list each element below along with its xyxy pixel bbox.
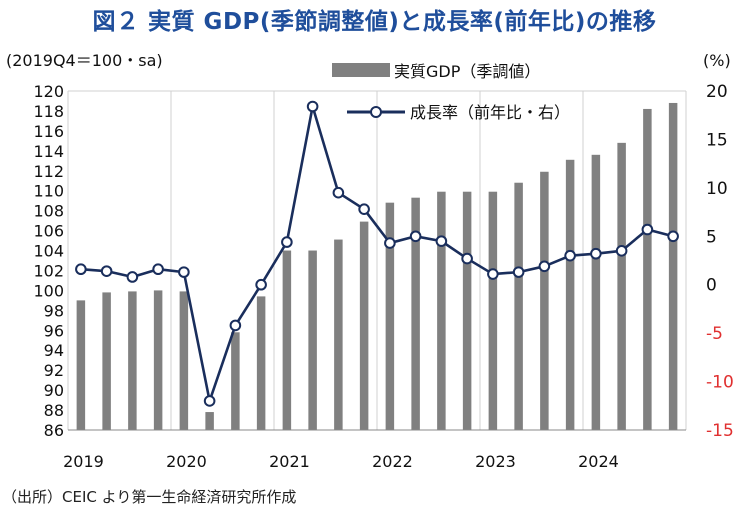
gdp-bar	[205, 412, 214, 430]
gdp-bar	[591, 154, 601, 430]
growth-point	[281, 236, 293, 248]
left-tick-label: 94	[44, 341, 64, 360]
growth-point	[641, 223, 654, 236]
left-tick-label: 104	[33, 242, 64, 261]
left-axis-label: (2019Q4＝100・sa)	[6, 51, 163, 70]
growth-point	[615, 245, 628, 257]
left-tick-label: 118	[33, 102, 64, 121]
gdp-bar	[514, 182, 523, 430]
right-tick-label: 5	[706, 227, 717, 247]
legend-line-label: 成長率（前年比・右）	[410, 103, 570, 122]
right-tick-label: -10	[706, 373, 734, 393]
left-tick-label: 114	[33, 142, 64, 161]
right-tick-label: 10	[706, 179, 728, 199]
gdp-bar	[411, 197, 420, 430]
growth-point	[384, 237, 396, 249]
x-tick-label: 2019	[63, 452, 104, 471]
line-series	[75, 100, 679, 407]
growth-point	[229, 319, 242, 332]
growth-point	[538, 260, 551, 273]
right-tick-label: -5	[706, 324, 723, 344]
gdp-bar	[179, 291, 189, 430]
growth-point	[409, 230, 422, 243]
x-tick-label: 2024	[578, 452, 619, 471]
x-tick-label: 2021	[269, 452, 310, 471]
right-tick-label: 20	[706, 82, 728, 102]
gdp-bar	[668, 102, 678, 430]
left-tick-label: 116	[33, 122, 64, 141]
gdp-bar	[643, 108, 652, 431]
bar-series	[76, 102, 678, 431]
right-tick-label: -15	[706, 421, 734, 441]
growth-point	[358, 203, 370, 215]
gdp-bar	[565, 159, 575, 430]
source-note: （出所）CEIC より第一生命経済研究所作成	[2, 488, 297, 506]
legend: 実質GDP（季調値） 成長率（前年比・右）	[332, 62, 570, 122]
x-tick-label: 2020	[166, 452, 207, 471]
left-tick-label: 108	[33, 202, 64, 221]
growth-point	[100, 265, 113, 277]
left-tick-label: 86	[44, 421, 64, 440]
growth-point	[435, 235, 448, 247]
left-tick-label: 96	[44, 321, 64, 340]
gdp-bar	[488, 191, 498, 430]
chart-title: 図２ 実質 GDP(季節調整値)と成長率(前年比)の推移	[92, 9, 657, 35]
growth-point	[590, 247, 602, 260]
growth-point	[487, 268, 499, 280]
left-tick-label: 110	[33, 182, 64, 201]
legend-bar-label: 実質GDP（季調値）	[394, 62, 540, 81]
left-tick-label: 106	[33, 222, 64, 241]
growth-point	[178, 266, 190, 278]
left-tick-label: 102	[33, 261, 64, 280]
growth-point	[203, 395, 216, 407]
gdp-bar	[153, 290, 163, 430]
right-tick-label: 15	[706, 130, 728, 150]
axes: 8688909294969810010210410610811011211411…	[33, 82, 733, 471]
gdp-bar	[385, 202, 395, 430]
left-tick-label: 100	[33, 281, 64, 300]
gdp-bar	[102, 292, 111, 430]
right-tick-label: 0	[706, 276, 717, 296]
gridlines	[67, 90, 687, 430]
left-tick-label: 120	[33, 82, 64, 101]
gdp-bar	[334, 239, 343, 430]
growth-point	[152, 263, 164, 276]
x-tick-label: 2022	[372, 452, 413, 471]
growth-point	[667, 230, 679, 243]
gdp-bar	[437, 191, 446, 430]
growth-point	[564, 249, 576, 262]
legend-line-marker	[370, 106, 382, 118]
left-tick-label: 98	[44, 301, 64, 320]
gdp-bar	[76, 300, 86, 430]
growth-point	[461, 252, 473, 265]
gdp-bar	[617, 142, 626, 431]
gdp-bar	[256, 296, 266, 430]
left-tick-label: 90	[44, 381, 64, 400]
gdp-bar	[540, 171, 549, 430]
legend-bar-swatch	[332, 63, 390, 77]
gdp-bar	[308, 250, 317, 430]
left-tick-label: 88	[44, 401, 64, 420]
gdp-bar	[462, 191, 472, 430]
gdp-bar	[231, 332, 240, 430]
growth-point	[306, 100, 319, 113]
gdp-bar	[128, 291, 137, 430]
left-tick-label: 112	[33, 162, 64, 181]
growth-point	[512, 266, 525, 278]
x-tick-label: 2023	[475, 452, 516, 471]
right-axis-label: (%)	[703, 51, 731, 70]
growth-point	[75, 263, 87, 276]
left-tick-label: 92	[44, 361, 64, 380]
growth-point	[126, 271, 139, 283]
growth-point	[332, 186, 345, 199]
gdp-bar	[359, 221, 369, 430]
growth-point	[255, 278, 267, 291]
gdp-bar	[282, 250, 292, 430]
